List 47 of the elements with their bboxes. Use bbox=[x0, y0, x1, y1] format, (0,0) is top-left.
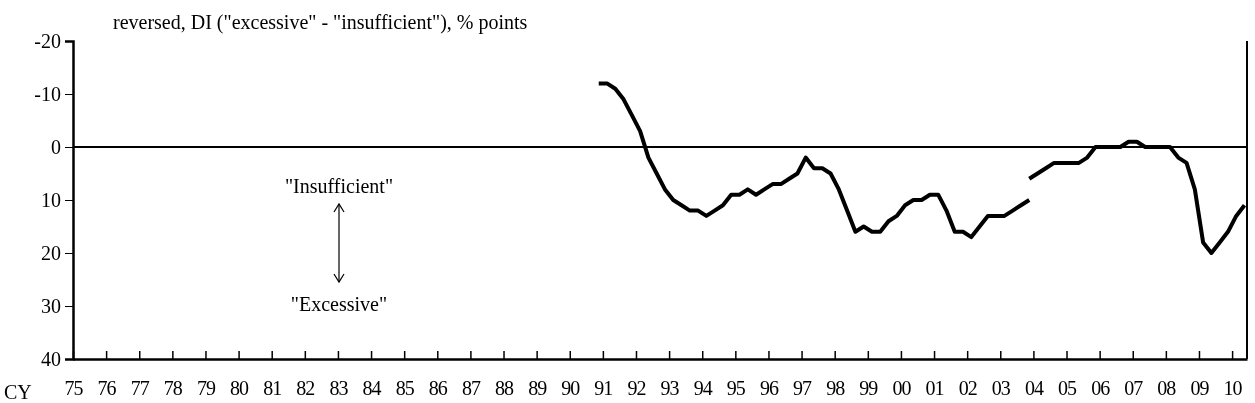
x-tick-label: 97 bbox=[793, 377, 813, 400]
x-tick-label: 80 bbox=[230, 377, 250, 400]
x-tick-label: 91 bbox=[594, 377, 613, 400]
y-tick-label: 10 bbox=[41, 188, 61, 211]
x-tick-label: 93 bbox=[660, 377, 680, 400]
y-tick-label: -20 bbox=[34, 29, 61, 52]
x-tick-label: 99 bbox=[859, 377, 879, 400]
x-tick-label: 10 bbox=[1223, 377, 1243, 400]
x-tick-label: 94 bbox=[693, 377, 713, 400]
x-tick-label: 82 bbox=[296, 377, 315, 400]
x-tick-label: 75 bbox=[64, 377, 84, 400]
x-tick-label: 76 bbox=[97, 377, 117, 400]
x-tick-label: 79 bbox=[196, 377, 216, 400]
x-tick-label: 00 bbox=[892, 377, 912, 400]
x-tick-label: 86 bbox=[428, 377, 448, 400]
x-tick-label: 89 bbox=[528, 377, 548, 400]
annotation: "Excessive" bbox=[290, 293, 388, 315]
x-tick-label: 85 bbox=[395, 377, 415, 400]
x-axis-title: CY bbox=[4, 381, 32, 403]
x-tick-label: 77 bbox=[130, 377, 150, 400]
x-tick-label: 78 bbox=[163, 377, 183, 400]
y-tick-label: 30 bbox=[41, 294, 61, 317]
x-tick-label: 83 bbox=[329, 377, 349, 400]
x-tick-label: 98 bbox=[826, 377, 846, 400]
annotation: "Insufficient" bbox=[284, 175, 394, 197]
x-tick-label: 04 bbox=[1024, 377, 1044, 400]
x-tick-label: 88 bbox=[495, 377, 515, 400]
y-axis-title: reversed, DI ("excessive" - "insufficient"), % points bbox=[113, 11, 528, 34]
x-tick-label: 92 bbox=[627, 377, 646, 400]
y-tick-label: 20 bbox=[41, 241, 61, 264]
y-tick-label: -10 bbox=[34, 82, 61, 105]
x-tick-label: 81 bbox=[263, 377, 282, 400]
x-tick-label: 06 bbox=[1091, 377, 1111, 400]
x-tick-label: 03 bbox=[991, 377, 1011, 400]
x-tick-label: 84 bbox=[362, 377, 382, 400]
x-tick-label: 01 bbox=[925, 377, 944, 400]
y-tick-label: 0 bbox=[51, 135, 61, 158]
x-tick-label: 09 bbox=[1190, 377, 1210, 400]
x-tick-label: 87 bbox=[461, 377, 481, 400]
x-tick-label: 07 bbox=[1124, 377, 1144, 400]
x-tick-label: 95 bbox=[726, 377, 746, 400]
x-tick-label: 02 bbox=[958, 377, 977, 400]
y-tick-label: 40 bbox=[41, 347, 61, 370]
x-tick-label: 05 bbox=[1058, 377, 1078, 400]
x-tick-label: 96 bbox=[759, 377, 779, 400]
x-tick-label: 08 bbox=[1157, 377, 1177, 400]
x-tick-label: 90 bbox=[561, 377, 581, 400]
